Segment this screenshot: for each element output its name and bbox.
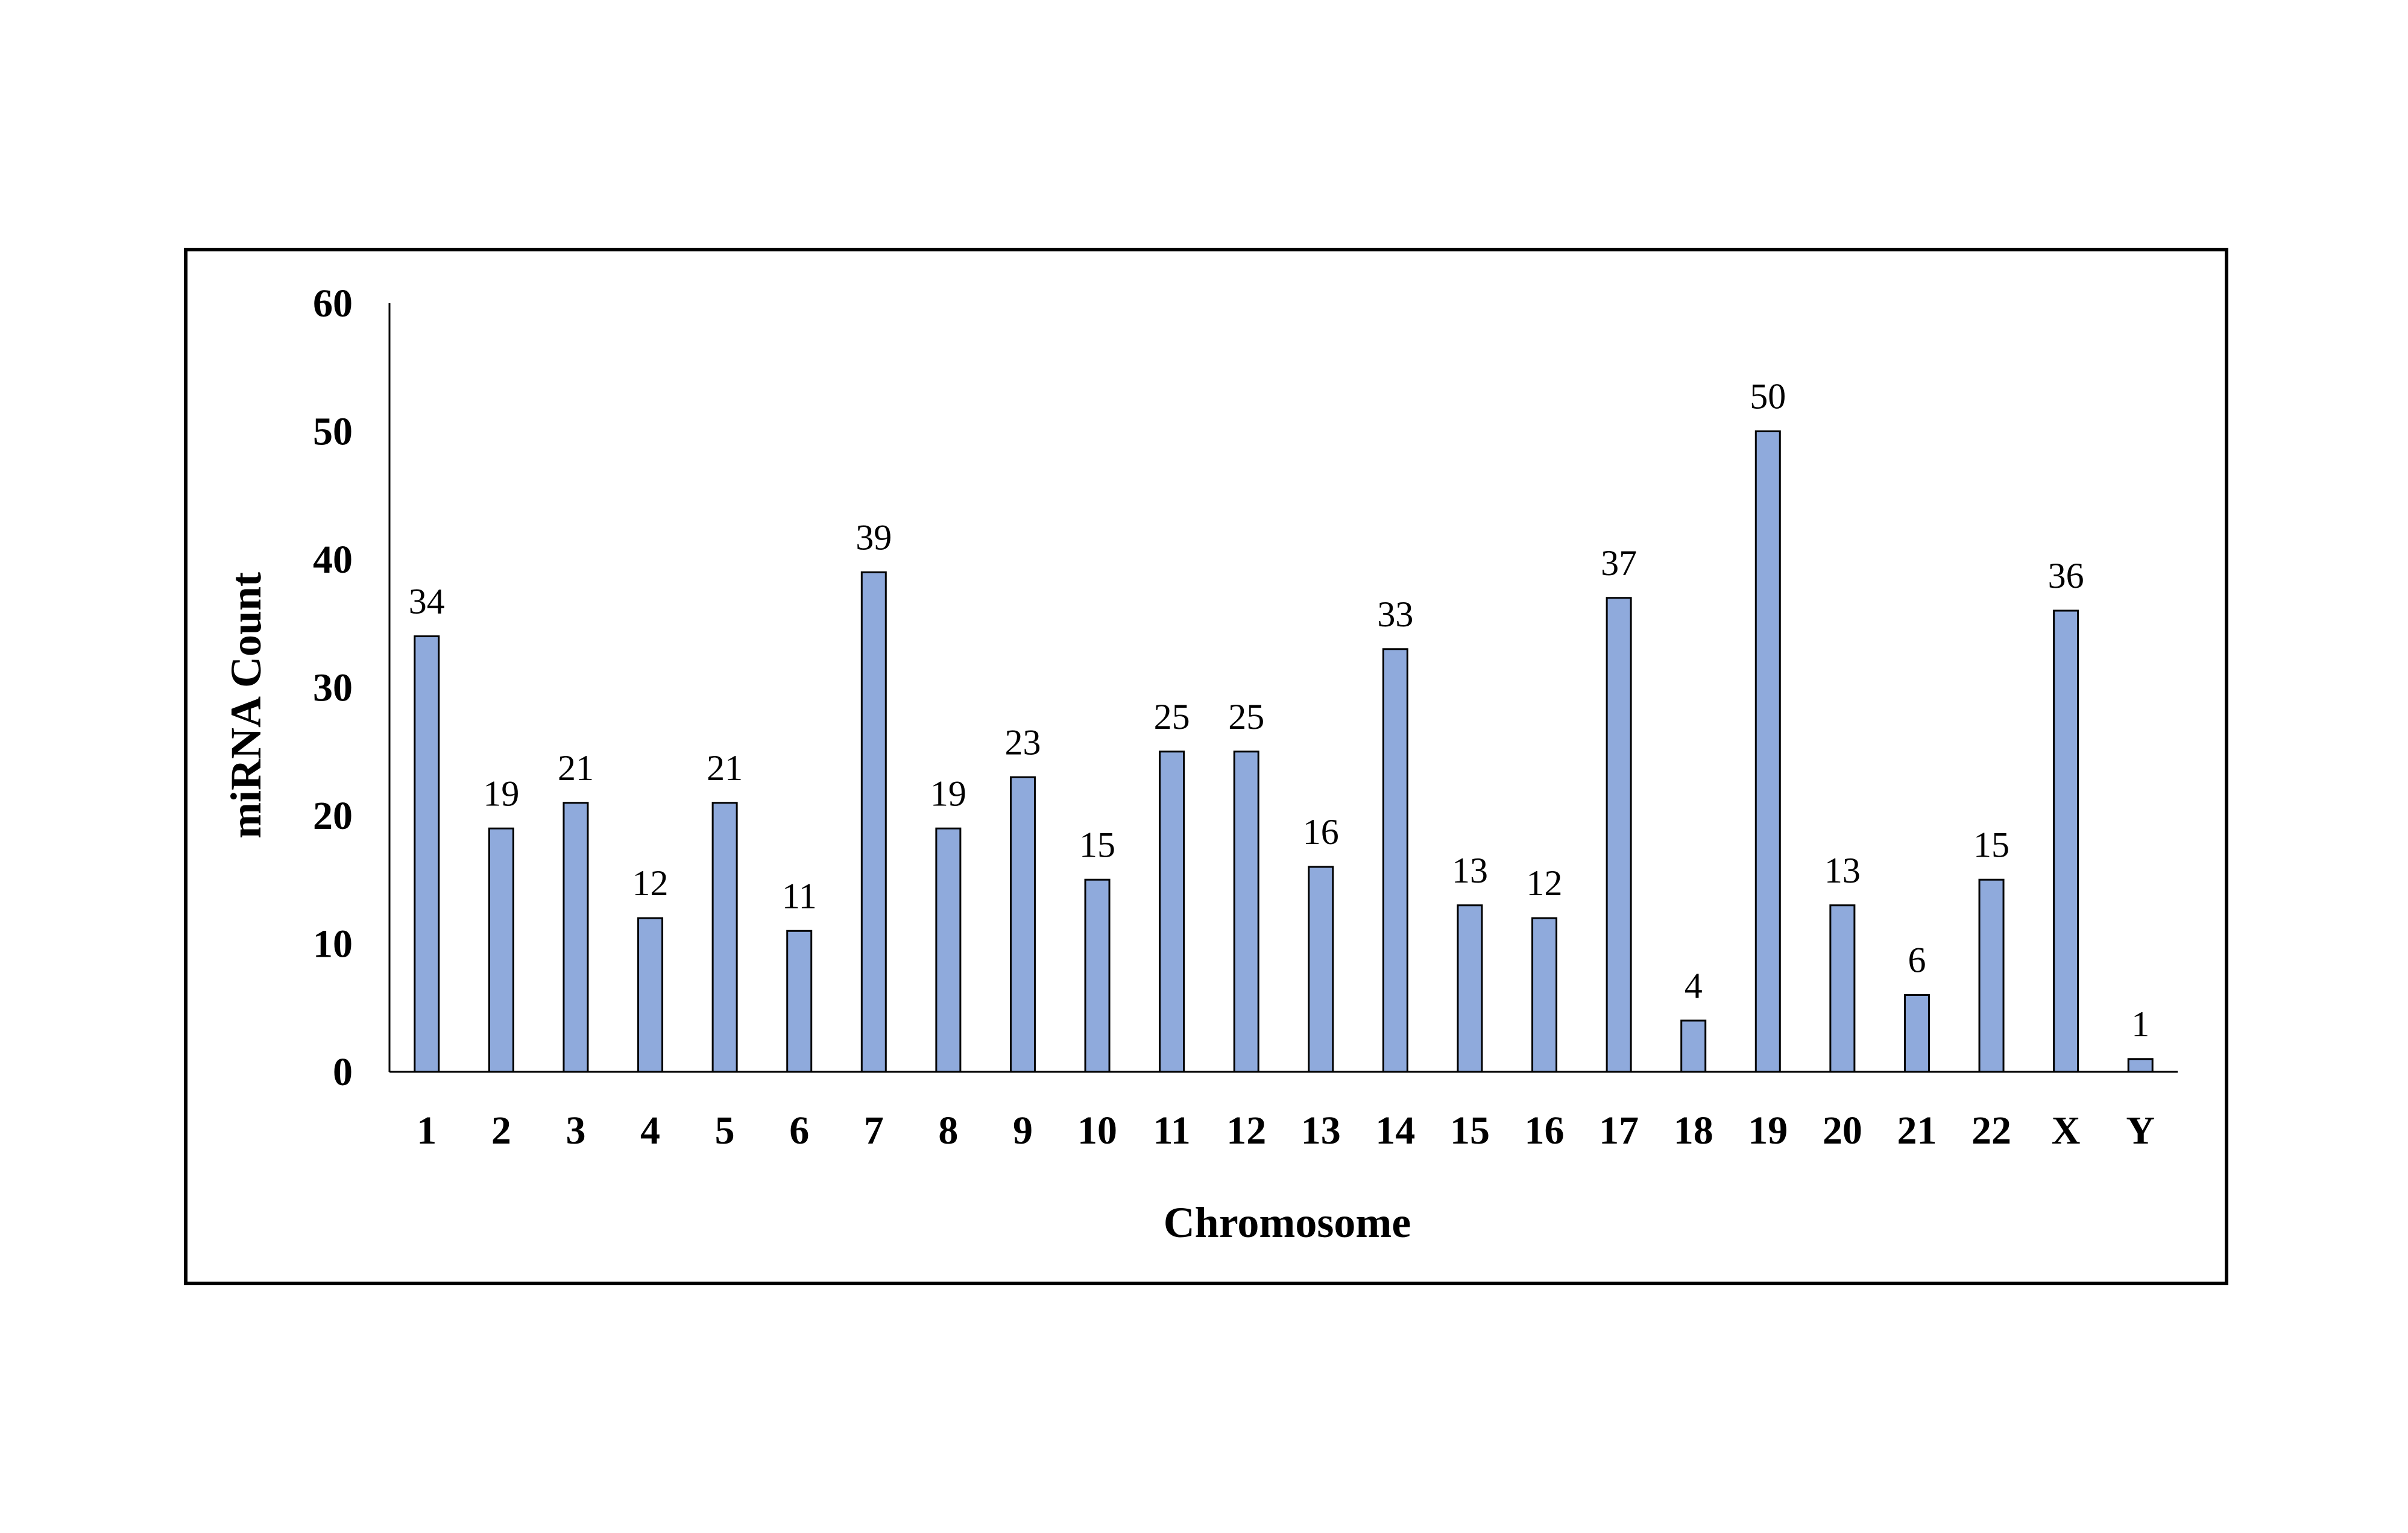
x-tick-label: 7: [864, 1109, 884, 1153]
data-label: 15: [1079, 825, 1115, 864]
x-tick-label: 19: [1748, 1109, 1788, 1153]
bar-chr-14: [1382, 648, 1408, 1073]
bar-chr-21: [1903, 994, 1930, 1073]
y-tick-label: 10: [313, 922, 353, 966]
data-label: 4: [1685, 966, 1703, 1006]
data-label: 33: [1377, 594, 1413, 634]
y-tick-label: 50: [313, 410, 353, 454]
y-tick-label: 0: [333, 1050, 353, 1094]
data-label: 13: [1824, 851, 1861, 890]
bar-chr-X: [2053, 609, 2079, 1073]
data-label: 15: [1973, 825, 2009, 864]
bar-chr-1: [414, 635, 440, 1073]
data-label: 37: [1601, 543, 1637, 583]
x-tick-label: Y: [2126, 1109, 2155, 1153]
data-label: 19: [930, 773, 966, 813]
y-tick-label: 40: [313, 538, 353, 582]
data-label: 11: [782, 876, 817, 916]
x-tick-label: 17: [1599, 1109, 1639, 1153]
data-label: 34: [409, 582, 445, 622]
bar-chr-22: [1978, 878, 2005, 1073]
x-axis-title: Chromosome: [1164, 1198, 1411, 1247]
bar-chr-10: [1084, 878, 1111, 1073]
bar-chr-7: [860, 571, 887, 1073]
bar-chr-Y: [2127, 1058, 2154, 1073]
bars: [414, 430, 2154, 1073]
x-tick-label: 21: [1897, 1109, 1937, 1153]
y-tick-label: 20: [313, 794, 353, 838]
bar-chr-13: [1308, 866, 1334, 1073]
x-tick-label: 5: [715, 1109, 735, 1153]
x-tick-label: 3: [566, 1109, 585, 1153]
bar-chr-9: [1009, 776, 1036, 1073]
bar-chr-19: [1754, 430, 1781, 1073]
data-label: 1: [2131, 1004, 2149, 1044]
bar-chr-17: [1606, 597, 1632, 1073]
data-label: 16: [1303, 812, 1339, 852]
x-tick-label: X: [2052, 1109, 2081, 1153]
bar-chr-18: [1680, 1019, 1707, 1073]
bar-chr-8: [935, 827, 962, 1073]
x-tick-label: 9: [1013, 1109, 1033, 1153]
bar-chr-12: [1233, 751, 1259, 1073]
x-tick-label: 16: [1525, 1109, 1565, 1153]
bar-chr-2: [488, 827, 514, 1073]
data-label: 50: [1750, 377, 1786, 417]
bar-chr-4: [637, 917, 664, 1073]
bar-chr-6: [786, 930, 813, 1073]
x-tick-label: 22: [1971, 1109, 2011, 1153]
x-tick-label: 14: [1375, 1109, 1415, 1153]
x-tick-label: 20: [1823, 1109, 1862, 1153]
data-label: 23: [1004, 722, 1041, 762]
data-label: 21: [707, 748, 743, 788]
x-tick-label: 1: [417, 1109, 437, 1153]
x-tick-label: 15: [1450, 1109, 1490, 1153]
x-tick-label: 2: [491, 1109, 511, 1153]
data-label: 21: [558, 748, 594, 788]
y-axis-ticks: 0 10 20 30 40 50 60: [313, 282, 353, 1094]
x-tick-label: 12: [1226, 1109, 1266, 1153]
x-tick-label: 10: [1077, 1109, 1117, 1153]
data-label: 19: [483, 773, 519, 813]
x-tick-label: 6: [789, 1109, 809, 1153]
x-tick-label: 13: [1301, 1109, 1341, 1153]
bar-chr-3: [563, 802, 589, 1073]
y-tick-label: 60: [313, 282, 353, 326]
bar-chr-5: [711, 802, 738, 1073]
bar-chr-20: [1829, 904, 1856, 1073]
bar-chr-15: [1457, 904, 1483, 1073]
y-tick-label: 30: [313, 666, 353, 710]
y-axis-title: miRNA Count: [222, 572, 270, 839]
data-label: 36: [2048, 556, 2084, 596]
bar-chr-16: [1531, 917, 1558, 1073]
data-label: 25: [1154, 697, 1190, 737]
x-axis-ticks: 1 2 3 4 5 6 7 8 9 10 11 12 13 14 15 16 17 18 19 20 21 22 X Y: [417, 1109, 2155, 1153]
data-label: 13: [1452, 851, 1488, 890]
chart-frame: [184, 248, 2228, 1285]
data-label: 6: [1908, 940, 1926, 980]
x-tick-label: 18: [1674, 1109, 1713, 1153]
data-label: 12: [1527, 863, 1563, 903]
data-label: 25: [1228, 697, 1264, 737]
x-tick-label: 11: [1153, 1109, 1190, 1153]
x-tick-label: 4: [640, 1109, 660, 1153]
bar-chr-11: [1159, 751, 1185, 1073]
data-label: 12: [632, 863, 669, 903]
data-label: 39: [856, 517, 892, 557]
x-tick-label: 8: [938, 1109, 958, 1153]
